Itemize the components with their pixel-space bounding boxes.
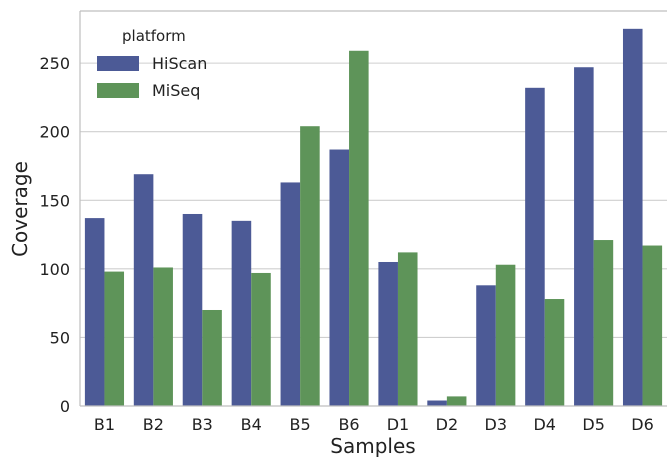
y-tick-labels: 0 50 100 150 200 250 (39, 54, 70, 416)
x-tick-label: D6 (631, 415, 654, 434)
legend-title: platform (122, 27, 186, 45)
x-tick-label: D3 (485, 415, 508, 434)
x-tick-labels: B1 B2 B3 B4 B5 B6 D1 D2 D3 D4 D5 D6 (94, 415, 654, 434)
axes (79, 10, 667, 407)
bar-hiscan-b2 (133, 174, 154, 406)
bar-hiscan-b1 (84, 218, 105, 406)
bar-hiscan-d6 (622, 28, 643, 406)
y-tick-label: 150 (39, 191, 70, 210)
bar-miseq-b3 (202, 309, 222, 406)
bar-miseq-d5 (593, 240, 614, 406)
x-tick-label: D2 (436, 415, 459, 434)
bar-miseq-b2 (153, 267, 173, 406)
x-tick-label: B4 (241, 415, 262, 434)
y-axis-title: Coverage (8, 161, 32, 257)
bar-miseq-d3 (495, 264, 516, 406)
legend-label-hiscan: HiScan (152, 54, 207, 73)
legend: platform HiScan MiSeq (97, 27, 207, 100)
bar-hiscan-b3 (182, 213, 203, 406)
x-tick-label: B5 (290, 415, 311, 434)
bar-miseq-b4 (251, 272, 271, 406)
bar-miseq-d4 (544, 299, 565, 406)
bar-miseq-d2 (446, 396, 467, 406)
bar-hiscan-d4 (525, 87, 545, 407)
bar-hiscan-d5 (574, 67, 594, 406)
x-tick-label: D1 (387, 415, 410, 434)
y-tick-label: 50 (50, 328, 70, 347)
bar-miseq-b5 (300, 126, 320, 406)
legend-items: HiScan MiSeq (97, 54, 207, 100)
bar-hiscan-b6 (329, 149, 350, 407)
legend-label-miseq: MiSeq (152, 81, 200, 100)
x-tick-label: B1 (94, 415, 115, 434)
x-tick-label: D5 (582, 415, 605, 434)
x-tick-label: B3 (192, 415, 213, 434)
y-tick-label: 0 (60, 397, 70, 416)
gridlines (80, 62, 667, 338)
bar-miseq-d1 (397, 252, 418, 406)
bars (84, 28, 663, 407)
y-tick-label: 100 (39, 260, 70, 279)
bar-hiscan-d1 (378, 261, 398, 406)
bar-miseq-b1 (104, 271, 125, 406)
bar-hiscan-b5 (280, 182, 301, 406)
legend-swatch-hiscan (97, 56, 139, 71)
y-tick-label: 250 (39, 54, 70, 73)
x-tick-label: B2 (143, 415, 164, 434)
bar-hiscan-d3 (476, 285, 496, 406)
x-axis-title: Samples (330, 434, 415, 457)
bar-miseq-d6 (642, 245, 663, 406)
legend-swatch-miseq (97, 83, 139, 98)
y-tick-label: 200 (39, 123, 70, 142)
bar-miseq-b6 (349, 50, 369, 407)
bar-hiscan-d2 (427, 400, 447, 406)
x-tick-label: D4 (533, 415, 556, 434)
bar-hiscan-b4 (231, 220, 252, 406)
x-tick-label: B6 (338, 415, 359, 434)
